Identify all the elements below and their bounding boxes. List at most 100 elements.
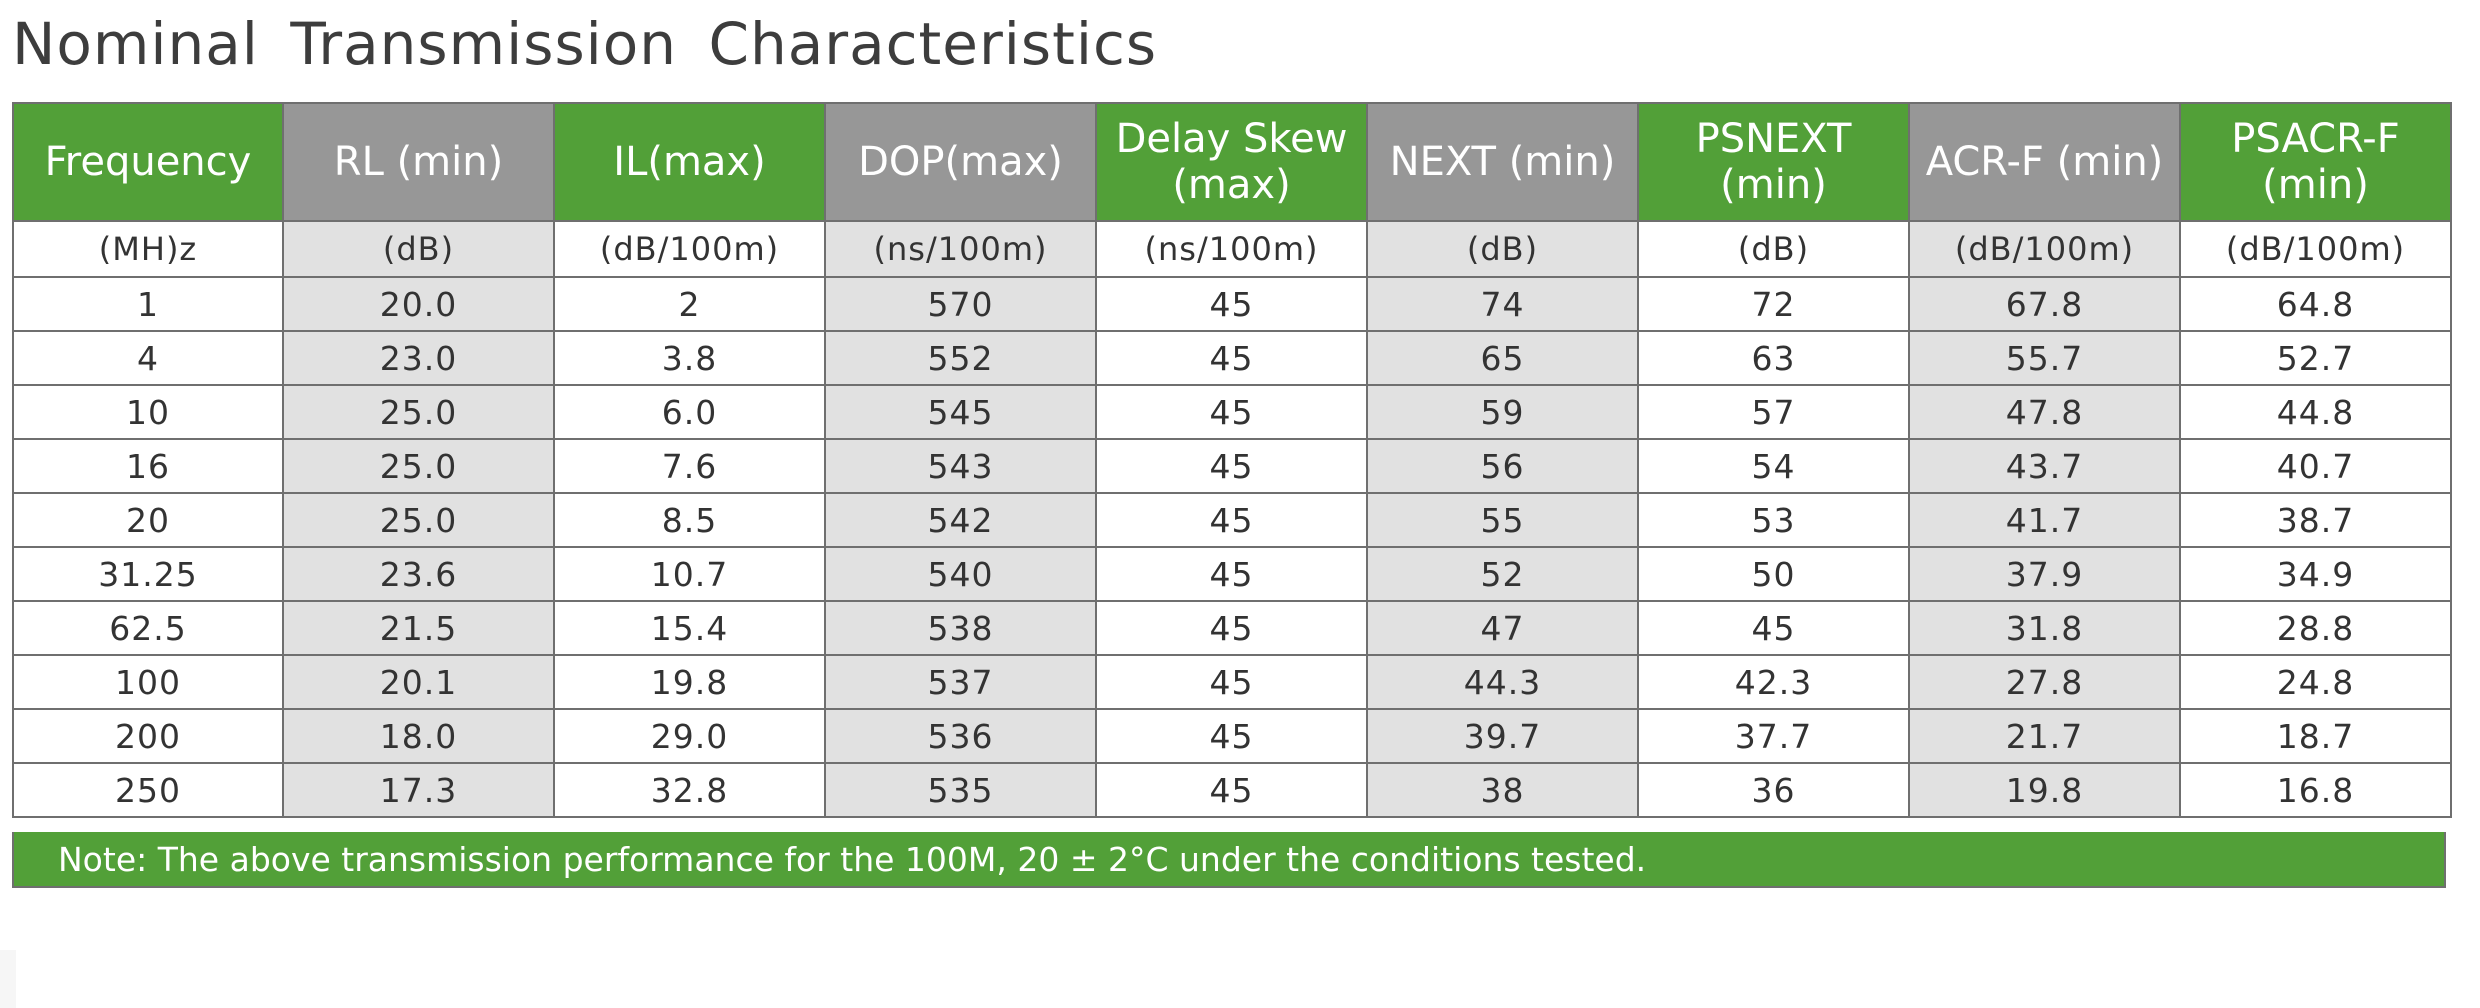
table-cell: 536 xyxy=(824,708,1097,764)
table-cell: 39.7 xyxy=(1366,708,1639,764)
table-cell: 535 xyxy=(824,762,1097,818)
header-acr-f-min: ACR-F (min) xyxy=(1908,102,2181,222)
table-cell: 45 xyxy=(1095,708,1368,764)
unit-cell: (dB) xyxy=(1637,220,1910,278)
header-next-min: NEXT (min) xyxy=(1366,102,1639,222)
table-cell: 52.7 xyxy=(2179,330,2452,386)
table-cell: 19.8 xyxy=(553,654,826,710)
table-cell: 55.7 xyxy=(1908,330,2181,386)
table-body: (MH)z (dB) (dB/100m) (ns/100m) (ns/100m)… xyxy=(12,220,2452,818)
table-cell: 38.7 xyxy=(2179,492,2452,548)
table-cell: 40.7 xyxy=(2179,438,2452,494)
table-cell: 74 xyxy=(1366,276,1639,332)
table-cell: 45 xyxy=(1095,762,1368,818)
table-cell: 200 xyxy=(12,708,284,764)
unit-cell: (dB) xyxy=(1366,220,1639,278)
header-psacr-f-min: PSACR-F (min) xyxy=(2179,102,2452,222)
table-cell: 100 xyxy=(12,654,284,710)
table-cell: 20.1 xyxy=(282,654,555,710)
table-cell: 8.5 xyxy=(553,492,826,548)
table-cell: 31.8 xyxy=(1908,600,2181,656)
table-cell: 54 xyxy=(1637,438,1910,494)
table-row: 20 25.0 8.5 542 45 55 53 41.7 38.7 xyxy=(12,492,2452,548)
table-cell: 38 xyxy=(1366,762,1639,818)
table-cell: 55 xyxy=(1366,492,1639,548)
table-cell: 45 xyxy=(1637,600,1910,656)
header-dop-max: DOP(max) xyxy=(824,102,1097,222)
unit-cell: (ns/100m) xyxy=(824,220,1097,278)
table-cell: 47.8 xyxy=(1908,384,2181,440)
transmission-characteristics-table: Frequency RL (min) IL(max) DOP(max) Dela… xyxy=(12,102,2452,818)
table-cell: 25.0 xyxy=(282,492,555,548)
unit-cell: (dB/100m) xyxy=(1908,220,2181,278)
header-delay-skew-max: Delay Skew (max) xyxy=(1095,102,1368,222)
table-cell: 45 xyxy=(1095,276,1368,332)
table-cell: 67.8 xyxy=(1908,276,2181,332)
table-cell: 1 xyxy=(12,276,284,332)
table-cell: 21.7 xyxy=(1908,708,2181,764)
table-cell: 45 xyxy=(1095,330,1368,386)
table-cell: 42.3 xyxy=(1637,654,1910,710)
table-row: 16 25.0 7.6 543 45 56 54 43.7 40.7 xyxy=(12,438,2452,494)
table-cell: 18.0 xyxy=(282,708,555,764)
table-cell: 44.8 xyxy=(2179,384,2452,440)
table-cell: 45 xyxy=(1095,600,1368,656)
units-row: (MH)z (dB) (dB/100m) (ns/100m) (ns/100m)… xyxy=(12,220,2452,278)
table-cell: 50 xyxy=(1637,546,1910,602)
unit-cell: (dB/100m) xyxy=(2179,220,2452,278)
table-cell: 44.3 xyxy=(1366,654,1639,710)
table-cell: 542 xyxy=(824,492,1097,548)
table-cell: 6.0 xyxy=(553,384,826,440)
table-row: 62.5 21.5 15.4 538 45 47 45 31.8 28.8 xyxy=(12,600,2452,656)
table-cell: 23.6 xyxy=(282,546,555,602)
table-cell: 3.8 xyxy=(553,330,826,386)
header-rl-min: RL (min) xyxy=(282,102,555,222)
table-cell: 15.4 xyxy=(553,600,826,656)
table-cell: 21.5 xyxy=(282,600,555,656)
table-cell: 72 xyxy=(1637,276,1910,332)
table-row: 100 20.1 19.8 537 45 44.3 42.3 27.8 24.8 xyxy=(12,654,2452,710)
page-title: Nominal Transmission Characteristics xyxy=(12,10,1158,78)
table-cell: 20.0 xyxy=(282,276,555,332)
table-cell: 16 xyxy=(12,438,284,494)
table-cell: 32.8 xyxy=(553,762,826,818)
table-cell: 45 xyxy=(1095,492,1368,548)
table-row: 10 25.0 6.0 545 45 59 57 47.8 44.8 xyxy=(12,384,2452,440)
background-patch xyxy=(0,950,16,1008)
table-cell: 63 xyxy=(1637,330,1910,386)
table-cell: 45 xyxy=(1095,654,1368,710)
table-cell: 57 xyxy=(1637,384,1910,440)
table-cell: 45 xyxy=(1095,546,1368,602)
table-cell: 545 xyxy=(824,384,1097,440)
unit-cell: (dB) xyxy=(282,220,555,278)
table-cell: 2 xyxy=(553,276,826,332)
table-cell: 34.9 xyxy=(2179,546,2452,602)
table-cell: 56 xyxy=(1366,438,1639,494)
table-cell: 43.7 xyxy=(1908,438,2181,494)
table-cell: 29.0 xyxy=(553,708,826,764)
table-cell: 7.6 xyxy=(553,438,826,494)
unit-cell: (ns/100m) xyxy=(1095,220,1368,278)
unit-cell: (MH)z xyxy=(12,220,284,278)
table-row: 4 23.0 3.8 552 45 65 63 55.7 52.7 xyxy=(12,330,2452,386)
table-cell: 41.7 xyxy=(1908,492,2181,548)
table-cell: 543 xyxy=(824,438,1097,494)
table-row: 1 20.0 2 570 45 74 72 67.8 64.8 xyxy=(12,276,2452,332)
table-cell: 28.8 xyxy=(2179,600,2452,656)
table-cell: 52 xyxy=(1366,546,1639,602)
table-cell: 540 xyxy=(824,546,1097,602)
table-row: 250 17.3 32.8 535 45 38 36 19.8 16.8 xyxy=(12,762,2452,818)
table-cell: 59 xyxy=(1366,384,1639,440)
table-cell: 23.0 xyxy=(282,330,555,386)
header-frequency: Frequency xyxy=(12,102,284,222)
table-cell: 53 xyxy=(1637,492,1910,548)
note-bar: Note: The above transmission performance… xyxy=(12,832,2446,888)
table-cell: 16.8 xyxy=(2179,762,2452,818)
table-row: 200 18.0 29.0 536 45 39.7 37.7 21.7 18.7 xyxy=(12,708,2452,764)
table-cell: 36 xyxy=(1637,762,1910,818)
table-cell: 37.9 xyxy=(1908,546,2181,602)
table-cell: 62.5 xyxy=(12,600,284,656)
table-cell: 37.7 xyxy=(1637,708,1910,764)
unit-cell: (dB/100m) xyxy=(553,220,826,278)
table-cell: 18.7 xyxy=(2179,708,2452,764)
